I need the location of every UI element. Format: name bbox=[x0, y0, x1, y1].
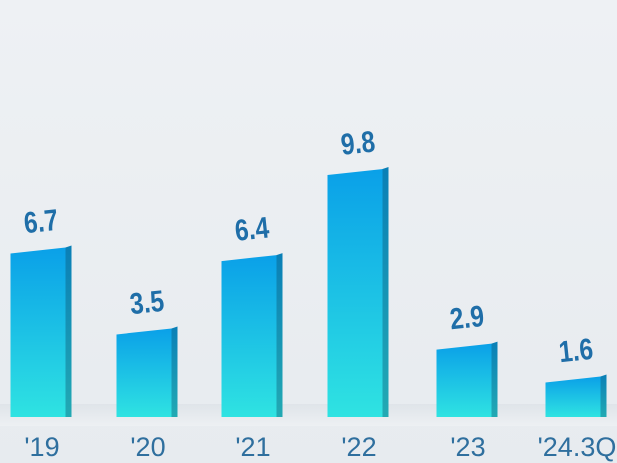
value-label-4: 2.9 bbox=[448, 299, 486, 336]
category-label-2: '21 bbox=[235, 432, 270, 462]
category-label-3: '22 bbox=[341, 432, 376, 462]
category-label-5: '24.3Q bbox=[538, 432, 617, 462]
bar-1 bbox=[116, 328, 172, 417]
category-label-4: '23 bbox=[450, 432, 485, 462]
bars-group bbox=[10, 167, 607, 417]
value-label-1: 3.5 bbox=[128, 283, 166, 320]
value-label-3: 9.8 bbox=[339, 124, 377, 161]
category-label-0: '19 bbox=[24, 432, 59, 462]
bar-0 bbox=[10, 247, 66, 417]
bar-4 bbox=[436, 343, 492, 417]
bar-side-2 bbox=[276, 253, 283, 417]
bar-side-3 bbox=[382, 167, 389, 417]
bar-side-5 bbox=[600, 374, 607, 417]
category-label-1: '20 bbox=[130, 432, 165, 462]
bar-5 bbox=[545, 376, 601, 417]
value-label-5: 1.6 bbox=[557, 332, 595, 369]
value-labels-group: 6.7 3.5 6.4 9.8 2.9 1.6 bbox=[22, 124, 595, 369]
bar-side-0 bbox=[65, 245, 72, 417]
value-label-2: 6.4 bbox=[233, 210, 271, 247]
bar-side-4 bbox=[491, 341, 498, 417]
category-labels-group: '19 '20 '21 '22 '23 '24.3Q bbox=[24, 432, 616, 462]
bar-3 bbox=[327, 169, 383, 417]
bar-2 bbox=[221, 255, 277, 417]
ground-band bbox=[0, 404, 617, 426]
bar-side-1 bbox=[171, 326, 178, 417]
value-label-0: 6.7 bbox=[22, 203, 60, 240]
